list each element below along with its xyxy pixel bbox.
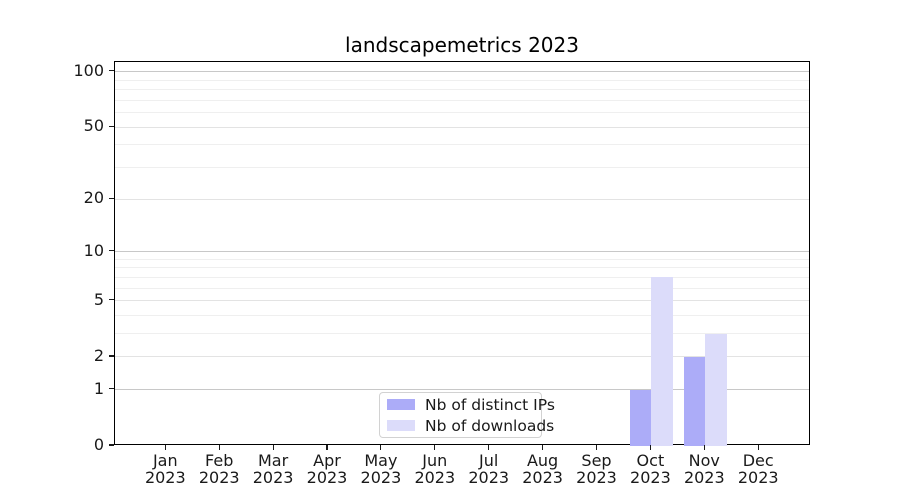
x-tick-label: Dec 2023: [726, 452, 790, 486]
x-tick-mark: [164, 445, 166, 450]
x-tick-year: 2023: [522, 468, 563, 487]
x-tick-year: 2023: [468, 468, 510, 487]
y-tick-mark: [109, 388, 114, 390]
gridline-minor: [115, 276, 809, 278]
x-tick-mark: [434, 445, 436, 450]
x-tick-label: Feb 2023: [187, 452, 251, 486]
y-tick-mark: [109, 249, 114, 252]
x-tick-mark: [380, 445, 382, 450]
y-tick-label: 0: [93, 435, 104, 454]
gridline-major: [115, 356, 809, 358]
legend-item-distinct-ips: Nb of distinct IPs: [387, 396, 555, 414]
x-tick-label: Nov 2023: [672, 452, 736, 486]
gridline-minor: [115, 258, 809, 260]
x-tick-label: May 2023: [349, 452, 413, 486]
x-tick-month: Feb: [205, 451, 234, 470]
x-tick-month: Aug: [526, 451, 559, 470]
y-tick-label: 50: [83, 116, 104, 136]
x-tick-mark: [595, 445, 598, 450]
x-tick-label: Jun 2023: [403, 452, 467, 486]
x-tick-month: Dec: [742, 451, 774, 470]
x-tick-month: Jun: [422, 451, 448, 470]
gridline-major: [115, 126, 809, 128]
gridline-major: [115, 198, 809, 200]
y-tick-label: 100: [73, 60, 104, 80]
gridline-major: [115, 251, 809, 253]
y-tick-label: 1: [93, 378, 104, 398]
x-tick-label: Jul 2023: [457, 452, 521, 486]
gridline-minor: [115, 112, 809, 114]
gridline-minor: [115, 333, 809, 335]
x-tick-mark: [703, 445, 705, 450]
x-tick-year: 2023: [576, 468, 617, 487]
y-tick-mark: [109, 355, 114, 357]
gridline-major: [115, 389, 809, 391]
legend-swatch-distinct-ips-icon: [387, 399, 415, 410]
legend: Nb of distinct IPs Nb of downloads: [379, 392, 555, 438]
x-tick-year: 2023: [360, 468, 402, 487]
x-tick-month: Jul: [479, 451, 499, 470]
y-tick-label: 5: [93, 289, 104, 309]
y-tick-label: 2: [93, 345, 104, 365]
x-tick-month: Apr: [313, 451, 341, 470]
gridline-major: [115, 71, 809, 73]
gridline-minor: [115, 287, 809, 289]
x-tick-year: 2023: [252, 468, 294, 487]
bar-oct-distinct-ips: [629, 389, 652, 446]
gridline-minor: [115, 144, 809, 146]
y-tick-mark: [109, 125, 114, 127]
x-tick-year: 2023: [198, 468, 240, 487]
bar-nov-distinct-ips: [683, 356, 706, 446]
bar-oct-downloads: [651, 277, 673, 446]
x-tick-year: 2023: [737, 468, 779, 487]
chart-title: landscapemetrics 2023: [345, 33, 579, 57]
x-tick-label: Sep 2023: [565, 452, 629, 486]
x-tick-year: 2023: [306, 468, 348, 487]
x-tick-label: Jan 2023: [133, 452, 197, 486]
x-tick-mark: [488, 445, 490, 450]
legend-item-downloads: Nb of downloads: [387, 417, 554, 435]
x-tick-label: Oct 2023: [618, 452, 682, 486]
x-tick-label: Aug 2023: [511, 452, 575, 486]
x-tick-month: Nov: [688, 451, 720, 470]
bar-nov-downloads: [705, 333, 727, 446]
gridline-minor: [115, 315, 809, 316]
y-tick-label: 10: [83, 240, 104, 260]
legend-label-downloads: Nb of downloads: [425, 416, 555, 435]
x-tick-mark: [542, 445, 544, 450]
gridline-minor: [115, 267, 809, 269]
x-tick-mark: [218, 445, 220, 450]
y-tick-mark: [109, 197, 114, 199]
gridline-minor: [115, 167, 809, 169]
x-tick-month: Oct: [636, 451, 665, 470]
gridline-major: [115, 300, 809, 302]
y-tick-label: 20: [83, 188, 104, 208]
x-tick-label: Apr 2023: [295, 452, 359, 486]
legend-swatch-downloads-icon: [387, 420, 415, 431]
gridline-minor: [115, 89, 809, 91]
x-tick-month: Sep: [581, 451, 612, 470]
x-tick-mark: [326, 445, 328, 450]
legend-label-distinct-ips: Nb of distinct IPs: [425, 395, 555, 414]
plot-area: Nb of distinct IPs Nb of downloads: [114, 61, 810, 446]
y-tick-mark: [109, 444, 114, 446]
x-tick-label: Mar 2023: [241, 452, 305, 486]
y-tick-mark: [109, 70, 114, 72]
x-tick-year: 2023: [144, 468, 186, 487]
x-tick-mark: [272, 445, 274, 450]
x-tick-month: May: [364, 451, 398, 470]
x-tick-mark: [757, 445, 759, 450]
x-tick-year: 2023: [683, 468, 725, 487]
x-tick-year: 2023: [414, 468, 456, 487]
gridline-minor: [115, 99, 809, 101]
y-tick-mark: [109, 299, 114, 301]
x-tick-mark: [649, 445, 651, 450]
x-tick-month: Mar: [258, 451, 289, 470]
gridline-minor: [115, 79, 809, 81]
x-tick-month: Jan: [152, 451, 178, 470]
x-tick-year: 2023: [630, 468, 671, 487]
